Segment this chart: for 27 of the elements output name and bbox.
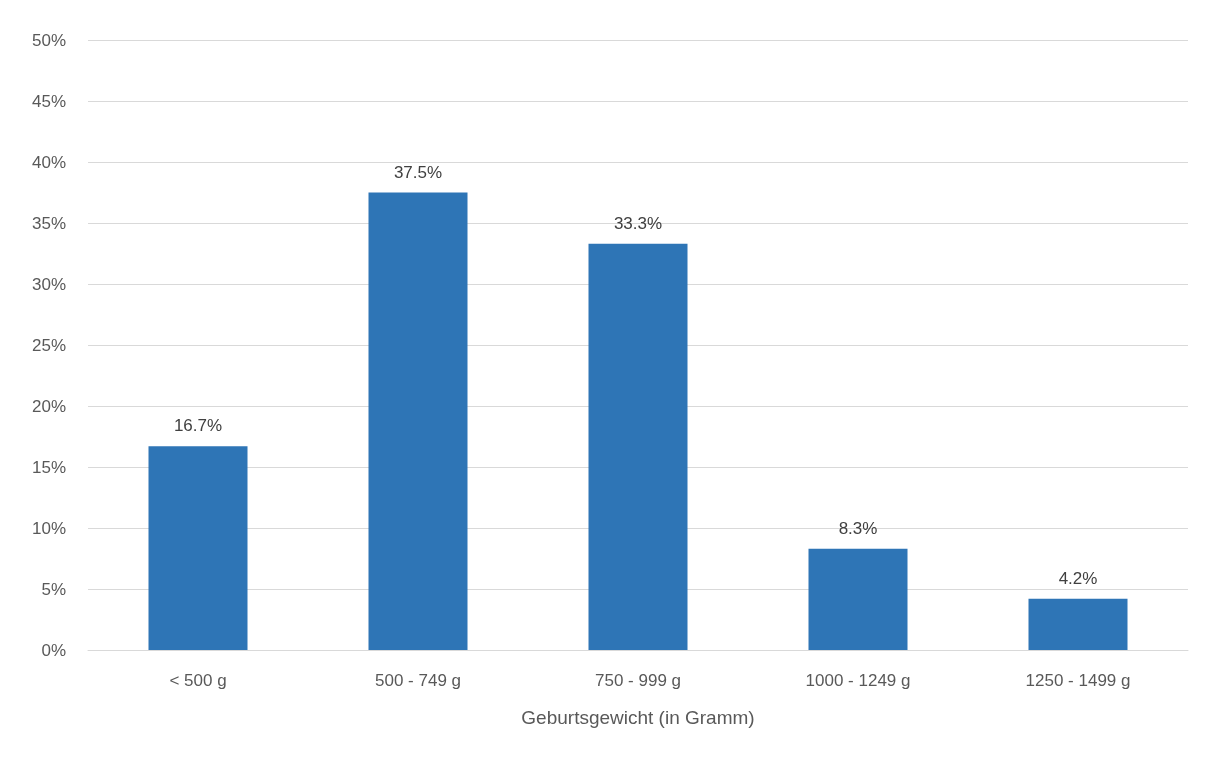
x-tick-label: 500 - 749 g xyxy=(374,671,462,690)
bar xyxy=(808,548,908,650)
y-tick-label: 30% xyxy=(31,274,66,294)
data-label: 4.2% xyxy=(1058,568,1098,588)
data-label: 8.3% xyxy=(838,518,878,538)
y-tick-label: 40% xyxy=(31,152,66,172)
y-tick-label: 35% xyxy=(31,213,66,233)
y-tick-label: 5% xyxy=(41,579,66,599)
x-axis-title: Geburtsgewicht (in Gramm) xyxy=(521,707,755,728)
x-tick-label: 1250 - 1499 g xyxy=(1025,671,1131,690)
bar xyxy=(588,243,688,650)
y-tick-label: 20% xyxy=(31,396,66,416)
x-tick-label: < 500 g xyxy=(169,671,227,690)
x-tick-label: 1000 - 1249 g xyxy=(805,671,911,690)
bar xyxy=(148,446,248,650)
y-tick-label: 15% xyxy=(31,457,66,477)
y-tick-label: 50% xyxy=(31,30,66,50)
data-label: 33.3% xyxy=(613,213,663,233)
data-label: 16.7% xyxy=(173,416,223,436)
y-tick-label: 10% xyxy=(31,518,66,538)
data-label: 37.5% xyxy=(393,162,443,182)
y-tick-label: 25% xyxy=(31,335,66,355)
bar xyxy=(1028,598,1128,650)
y-tick-label: 0% xyxy=(41,640,66,660)
bar xyxy=(368,192,468,650)
x-tick-label: 750 - 999 g xyxy=(594,671,682,690)
y-tick-label: 45% xyxy=(31,91,66,111)
